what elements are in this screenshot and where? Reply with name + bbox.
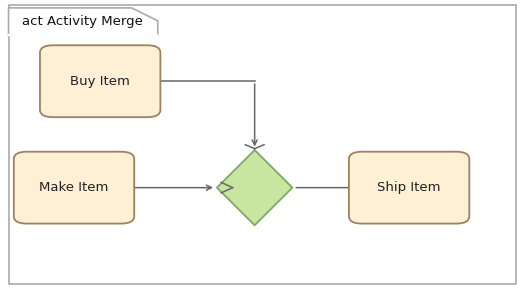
Text: Buy Item: Buy Item <box>70 75 130 88</box>
FancyBboxPatch shape <box>14 152 134 224</box>
Text: act Activity Merge: act Activity Merge <box>22 15 142 28</box>
Polygon shape <box>8 8 158 35</box>
Polygon shape <box>217 150 292 225</box>
FancyBboxPatch shape <box>349 152 469 224</box>
FancyBboxPatch shape <box>8 5 517 284</box>
FancyBboxPatch shape <box>40 45 161 117</box>
Text: Ship Item: Ship Item <box>377 181 441 194</box>
Text: Make Item: Make Item <box>39 181 109 194</box>
